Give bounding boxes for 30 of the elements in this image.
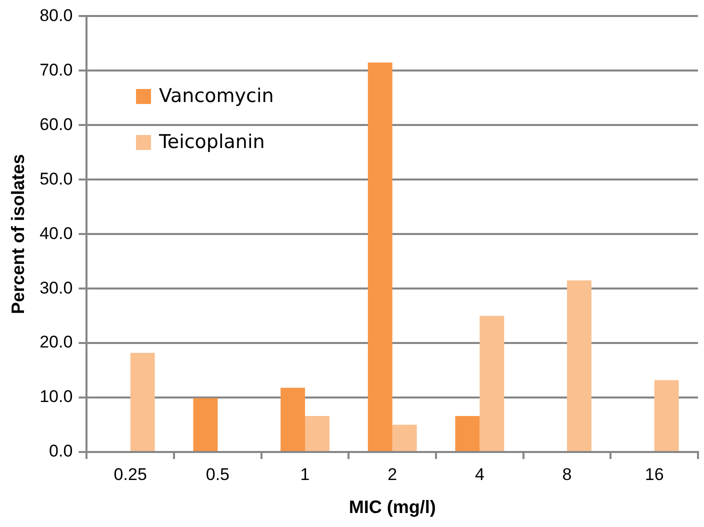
bar [455,416,480,451]
bar [280,388,306,451]
legend-label: Teicoplanin [159,131,265,153]
x-tick-label: 0.5 [206,464,230,484]
bar [392,424,417,451]
y-tick-label: 40.0 [40,224,73,243]
y-tick-label: 20.0 [40,332,73,352]
bar [567,280,592,451]
x-tick-label: 16 [644,464,664,484]
bar [305,416,330,451]
y-tick-label: 30.0 [40,278,73,298]
x-tick-label: 8 [562,464,572,484]
x-tick-label: 4 [474,464,484,484]
y-tick-label: 80.0 [40,6,73,25]
x-tick-label: 1 [300,464,310,484]
x-tick-label: 2 [388,464,398,484]
legend-label: Vancomycin [159,85,274,107]
x-tick-label: 0.25 [114,464,147,484]
y-tick-label: 50.0 [40,169,73,188]
bar [368,62,392,451]
y-tick-label: 10.0 [40,387,73,406]
y-tick-label: 60.0 [40,114,73,134]
y-tick-label: 70.0 [40,60,73,80]
bar [130,352,155,451]
y-tick-label: 0.0 [49,442,73,461]
bar [193,398,218,451]
x-axis-title: MIC (mg/l) [348,497,436,518]
bar [480,316,504,451]
bar [654,380,679,451]
y-axis-title: Percent of isolates [8,154,28,314]
